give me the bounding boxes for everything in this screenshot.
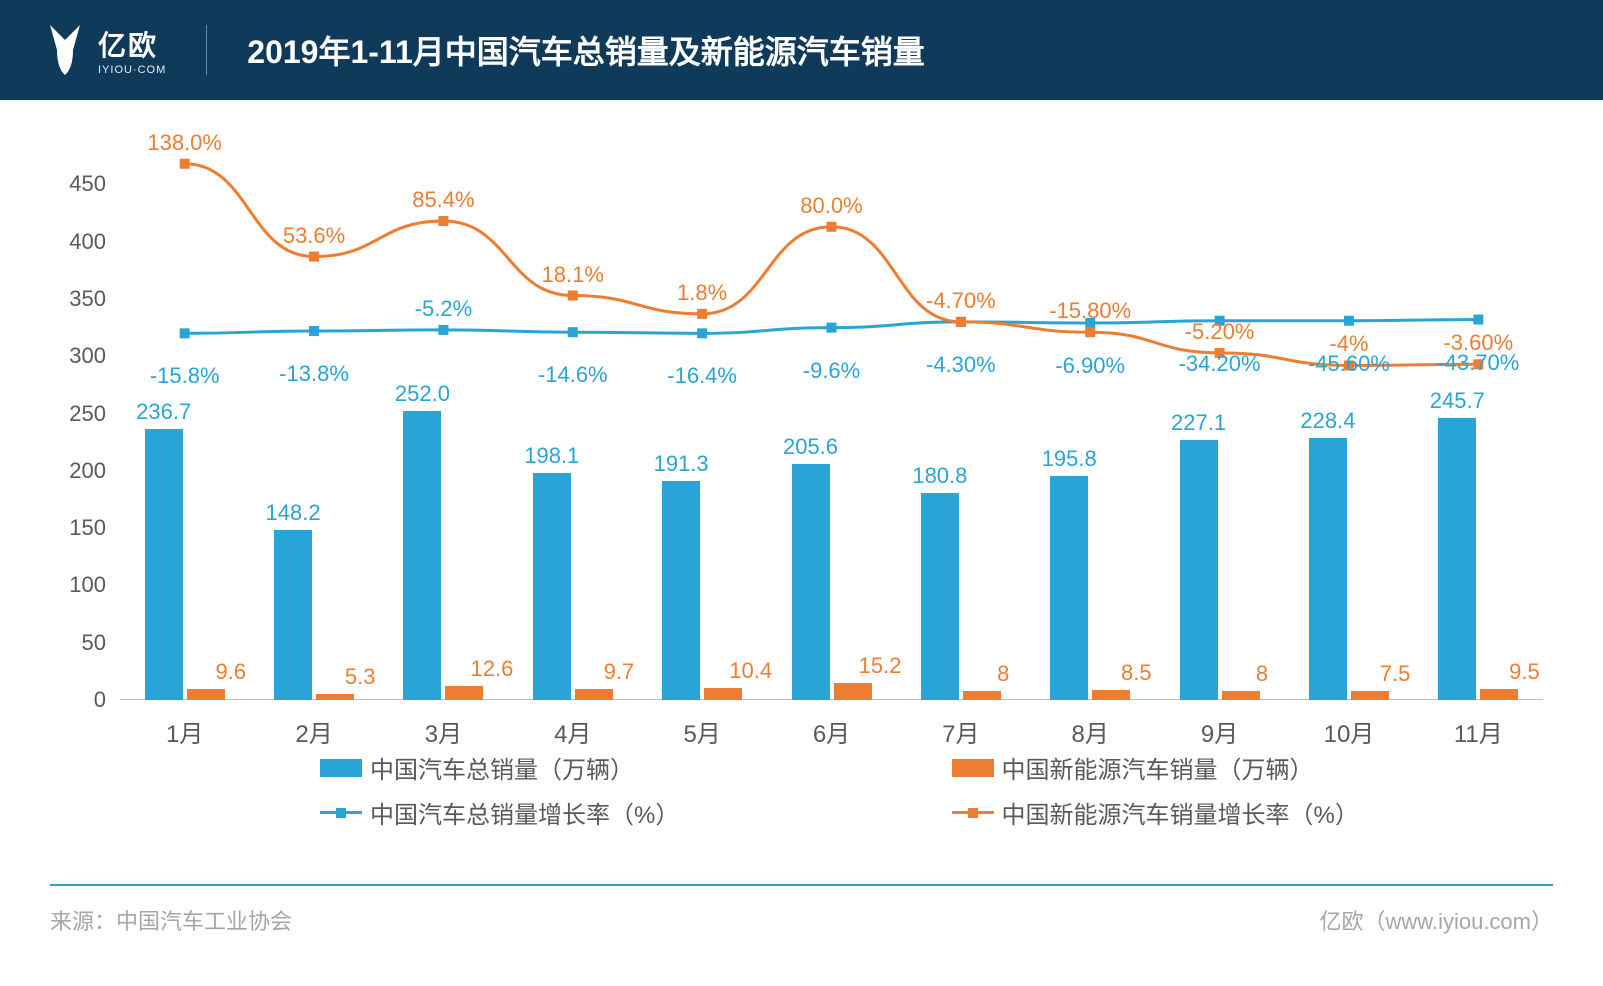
line-value-label: -3.60%: [1443, 330, 1513, 356]
y-tick-label: 50: [82, 630, 120, 656]
x-tick-label: 10月: [1324, 714, 1375, 749]
line-marker: [309, 252, 319, 262]
y-tick-label: 300: [69, 343, 120, 369]
line-value-label: -13.8%: [279, 361, 349, 387]
x-tick-label: 8月: [1072, 714, 1109, 749]
chart-title: 2019年1-11月中国汽车总销量及新能源汽车销量: [247, 27, 924, 73]
legend-label: 中国新能源汽车销量（万辆）: [1002, 750, 1314, 785]
line-value-label: -4.30%: [926, 352, 996, 378]
brand-logo: 亿欧 IYIOU·COM: [40, 20, 166, 80]
line-marker: [438, 325, 448, 335]
line-value-label: -16.4%: [667, 363, 737, 389]
legend-swatch: [320, 759, 362, 777]
legend-item: 中国新能源汽车销量增长率（%）: [952, 795, 1359, 830]
legend-swatch: [952, 811, 994, 814]
legend-item: 中国新能源汽车销量（万辆）: [952, 750, 1314, 785]
x-tick-label: 2月: [295, 714, 332, 749]
x-tick-label: 11月: [1454, 714, 1503, 749]
line-marker: [568, 327, 578, 337]
line-value-label: 85.4%: [412, 187, 474, 213]
legend-label: 中国汽车总销量增长率（%）: [370, 795, 679, 830]
line-marker: [697, 309, 707, 319]
legend-swatch: [952, 759, 994, 777]
line-marker: [309, 326, 319, 336]
line-marker: [956, 317, 966, 327]
line-value-label: -14.6%: [538, 362, 608, 388]
line-value-label: 18.1%: [542, 262, 604, 288]
legend-swatch: [320, 811, 362, 814]
y-tick-label: 250: [69, 401, 120, 427]
header-divider: [206, 25, 207, 75]
legend-item: 中国汽车总销量增长率（%）: [320, 795, 679, 830]
brand-name-cn: 亿欧: [98, 24, 166, 64]
plot-region: 0501001502002503003504004501月236.79.62月1…: [120, 150, 1543, 700]
line-value-label: 80.0%: [800, 193, 862, 219]
line-value-label: -34.20%: [1179, 351, 1261, 377]
line-marker: [438, 216, 448, 226]
legend-item: 中国汽车总销量（万辆）: [320, 750, 634, 785]
line-marker: [1473, 315, 1483, 325]
line-value-label: -5.2%: [415, 296, 472, 322]
chart-area: 0501001502002503003504004501月236.79.62月1…: [50, 150, 1553, 830]
brand-name-en: IYIOU·COM: [98, 64, 166, 76]
line-value-label: 138.0%: [147, 130, 222, 156]
y-tick-label: 0: [94, 687, 120, 713]
legend-label: 中国汽车总销量（万辆）: [370, 750, 634, 785]
line-marker: [180, 159, 190, 169]
x-tick-label: 3月: [425, 714, 462, 749]
line-value-label: -5.20%: [1185, 319, 1255, 345]
y-tick-label: 150: [69, 515, 120, 541]
line-value-label: -9.6%: [803, 358, 860, 384]
line-value-label: -6.90%: [1055, 353, 1125, 379]
line-marker: [180, 328, 190, 338]
y-tick-label: 350: [69, 286, 120, 312]
brand-logo-icon: [40, 20, 90, 80]
x-tick-label: 9月: [1201, 714, 1238, 749]
line-value-label: -4%: [1329, 331, 1368, 357]
header: 亿欧 IYIOU·COM 2019年1-11月中国汽车总销量及新能源汽车销量: [0, 0, 1603, 100]
line-value-label: 1.8%: [677, 280, 727, 306]
x-tick-label: 4月: [554, 714, 591, 749]
y-tick-label: 100: [69, 572, 120, 598]
x-tick-label: 6月: [813, 714, 850, 749]
x-tick-label: 1月: [166, 714, 203, 749]
line-marker: [827, 323, 837, 333]
x-tick-label: 7月: [942, 714, 979, 749]
line-value-label: 53.6%: [283, 223, 345, 249]
x-tick-label: 5月: [683, 714, 720, 749]
line-marker: [827, 222, 837, 232]
line-value-label: -15.8%: [150, 363, 220, 389]
y-tick-label: 200: [69, 458, 120, 484]
source-right: 亿欧（www.iyiou.com）: [1320, 904, 1553, 936]
legend-label: 中国新能源汽车销量增长率（%）: [1002, 795, 1359, 830]
line-marker: [568, 291, 578, 301]
source-label: 来源：中国汽车工业协会: [50, 904, 292, 936]
footer: 来源：中国汽车工业协会 亿欧（www.iyiou.com）: [50, 884, 1553, 936]
line-marker: [1344, 316, 1354, 326]
legend: 中国汽车总销量（万辆） 中国新能源汽车销量（万辆） 中国汽车总销量增长率（%） 中国新…: [120, 750, 1543, 830]
line-value-label: -4.70%: [926, 288, 996, 314]
y-tick-label: 450: [69, 171, 120, 197]
line-marker: [1085, 327, 1095, 337]
y-tick-label: 400: [69, 229, 120, 255]
line-marker: [697, 328, 707, 338]
line-value-label: -15.80%: [1049, 298, 1131, 324]
